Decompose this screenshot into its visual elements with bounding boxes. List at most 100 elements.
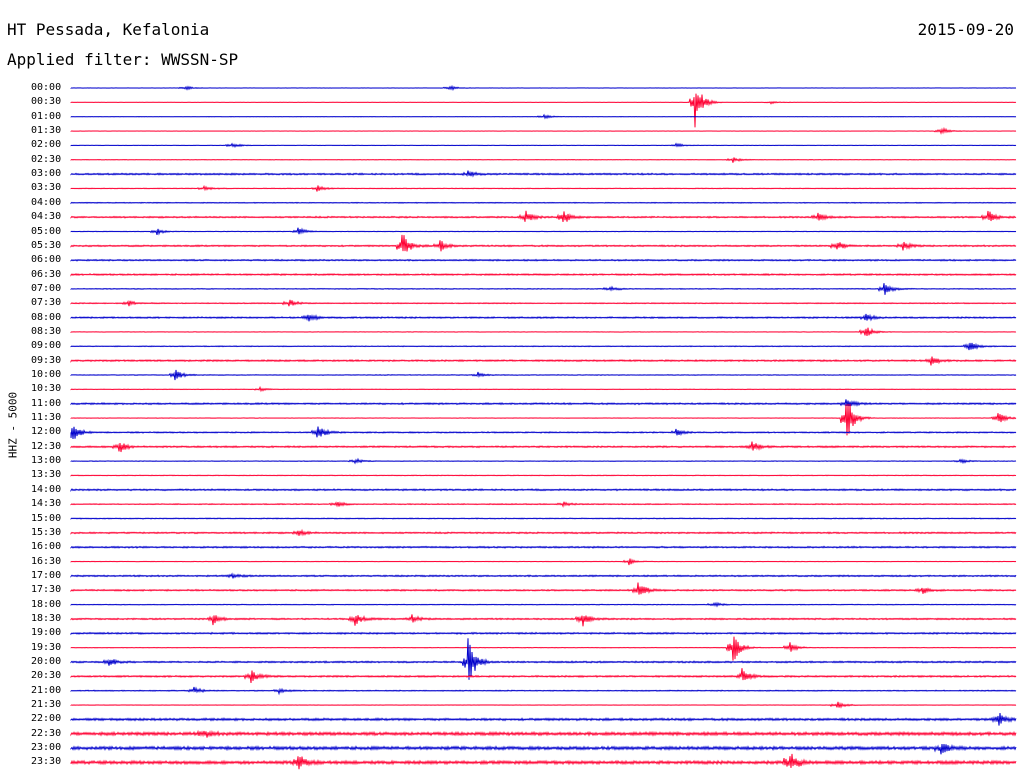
- time-label-1730: 17:30: [31, 584, 62, 596]
- trace-2300: [70, 743, 1017, 755]
- trace-1600: [70, 545, 1017, 549]
- time-label-0130: 01:30: [31, 125, 62, 137]
- trace-0230: [70, 157, 1017, 163]
- time-label-1930: 19:30: [31, 641, 62, 653]
- trace-1200: [70, 426, 1017, 439]
- time-label-0730: 07:30: [31, 297, 62, 309]
- trace-1830: [70, 614, 1017, 627]
- time-label-1230: 12:30: [31, 440, 62, 452]
- time-label-0530: 05:30: [31, 239, 62, 251]
- time-label-2230: 22:30: [31, 727, 62, 739]
- trace-2100: [70, 686, 1017, 696]
- trace-2230: [70, 729, 1017, 738]
- time-label-1700: 17:00: [31, 569, 62, 581]
- trace-0400: [70, 201, 1017, 205]
- trace-0500: [70, 227, 1017, 236]
- time-label-0330: 03:30: [31, 182, 62, 194]
- trace-1530: [70, 528, 1017, 537]
- trace-2130: [70, 701, 1017, 709]
- time-label-0000: 00:00: [31, 82, 62, 93]
- trace-0000: [70, 84, 1017, 92]
- time-label-1300: 13:00: [31, 455, 62, 467]
- time-label-0800: 08:00: [31, 311, 62, 323]
- trace-0530: [70, 234, 1017, 252]
- trace-1800: [70, 601, 1017, 608]
- trace-0130: [70, 126, 1017, 135]
- time-label-1500: 15:00: [31, 512, 62, 524]
- trace-1900: [70, 631, 1017, 636]
- time-label-1130: 11:30: [31, 412, 62, 424]
- trace-1700: [70, 572, 1017, 579]
- time-label-2200: 22:00: [31, 713, 62, 725]
- time-label-2300: 23:00: [31, 742, 62, 754]
- time-label-0930: 09:30: [31, 354, 62, 366]
- trace-2030: [70, 668, 1017, 684]
- trace-0930: [70, 356, 1017, 366]
- filter-label: Applied filter: WWSSN-SP: [7, 50, 239, 69]
- trace-0630: [70, 272, 1017, 277]
- time-label-1000: 10:00: [31, 369, 62, 380]
- time-label-0630: 06:30: [31, 268, 62, 280]
- time-label-0830: 08:30: [31, 325, 62, 337]
- trace-1000: [70, 369, 1017, 381]
- time-label-0900: 09:00: [31, 340, 62, 352]
- time-label-0230: 02:30: [31, 153, 62, 165]
- trace-0100: [70, 113, 1017, 120]
- trace-1330: [70, 474, 1017, 477]
- time-label-1100: 11:00: [31, 397, 62, 409]
- trace-1300: [70, 457, 1017, 465]
- time-label-1200: 12:00: [31, 426, 62, 438]
- time-label-1600: 16:00: [31, 541, 62, 553]
- trace-0030: [70, 93, 1017, 128]
- trace-0800: [70, 313, 1017, 322]
- time-label-1330: 13:30: [31, 469, 62, 481]
- trace-2200: [70, 713, 1017, 726]
- time-label-1030: 10:30: [31, 383, 62, 395]
- trace-1400: [70, 488, 1017, 492]
- station-title: HT Pessada, Kefalonia: [7, 20, 210, 39]
- record-date: 2015-09-20: [917, 20, 1014, 39]
- time-label-2330: 23:30: [31, 756, 62, 768]
- trace-1230: [70, 441, 1017, 453]
- time-label-2000: 20:00: [31, 656, 62, 667]
- trace-1930: [70, 636, 1017, 661]
- trace-1100: [70, 399, 1017, 407]
- time-label-0400: 04:00: [31, 196, 62, 208]
- time-label-2130: 21:30: [31, 699, 62, 711]
- time-label-0030: 00:30: [31, 96, 62, 108]
- trace-0830: [70, 327, 1017, 336]
- time-label-0430: 04:30: [31, 211, 62, 223]
- trace-0900: [70, 342, 1017, 351]
- time-label-0600: 06:00: [31, 254, 62, 266]
- time-label-0300: 03:00: [31, 168, 62, 180]
- time-label-2100: 21:00: [31, 684, 62, 696]
- trace-0730: [70, 299, 1017, 307]
- trace-2330: [70, 753, 1017, 770]
- time-label-2030: 20:30: [31, 670, 62, 682]
- time-label-1400: 14:00: [31, 483, 62, 495]
- trace-0430: [70, 210, 1017, 222]
- time-label-1430: 14:30: [31, 498, 62, 510]
- trace-0330: [70, 184, 1017, 192]
- trace-0200: [70, 142, 1017, 149]
- trace-0600: [70, 258, 1017, 262]
- trace-1130: [70, 403, 1017, 436]
- time-label-1800: 18:00: [31, 598, 62, 610]
- trace-0300: [70, 170, 1017, 178]
- time-label-1630: 16:30: [31, 555, 62, 567]
- trace-1500: [70, 517, 1017, 520]
- trace-2000: [70, 638, 1017, 680]
- time-label-0100: 01:00: [31, 110, 62, 122]
- trace-0700: [70, 283, 1017, 295]
- time-label-1900: 19:00: [31, 627, 62, 639]
- trace-1430: [70, 501, 1017, 508]
- time-label-0700: 07:00: [31, 282, 62, 294]
- time-label-1530: 15:30: [31, 526, 62, 538]
- trace-1630: [70, 558, 1017, 566]
- time-label-1830: 18:30: [31, 612, 62, 624]
- trace-1030: [70, 385, 1017, 393]
- trace-1730: [70, 582, 1017, 595]
- time-label-0200: 02:00: [31, 139, 62, 151]
- time-label-0500: 05:00: [31, 225, 62, 237]
